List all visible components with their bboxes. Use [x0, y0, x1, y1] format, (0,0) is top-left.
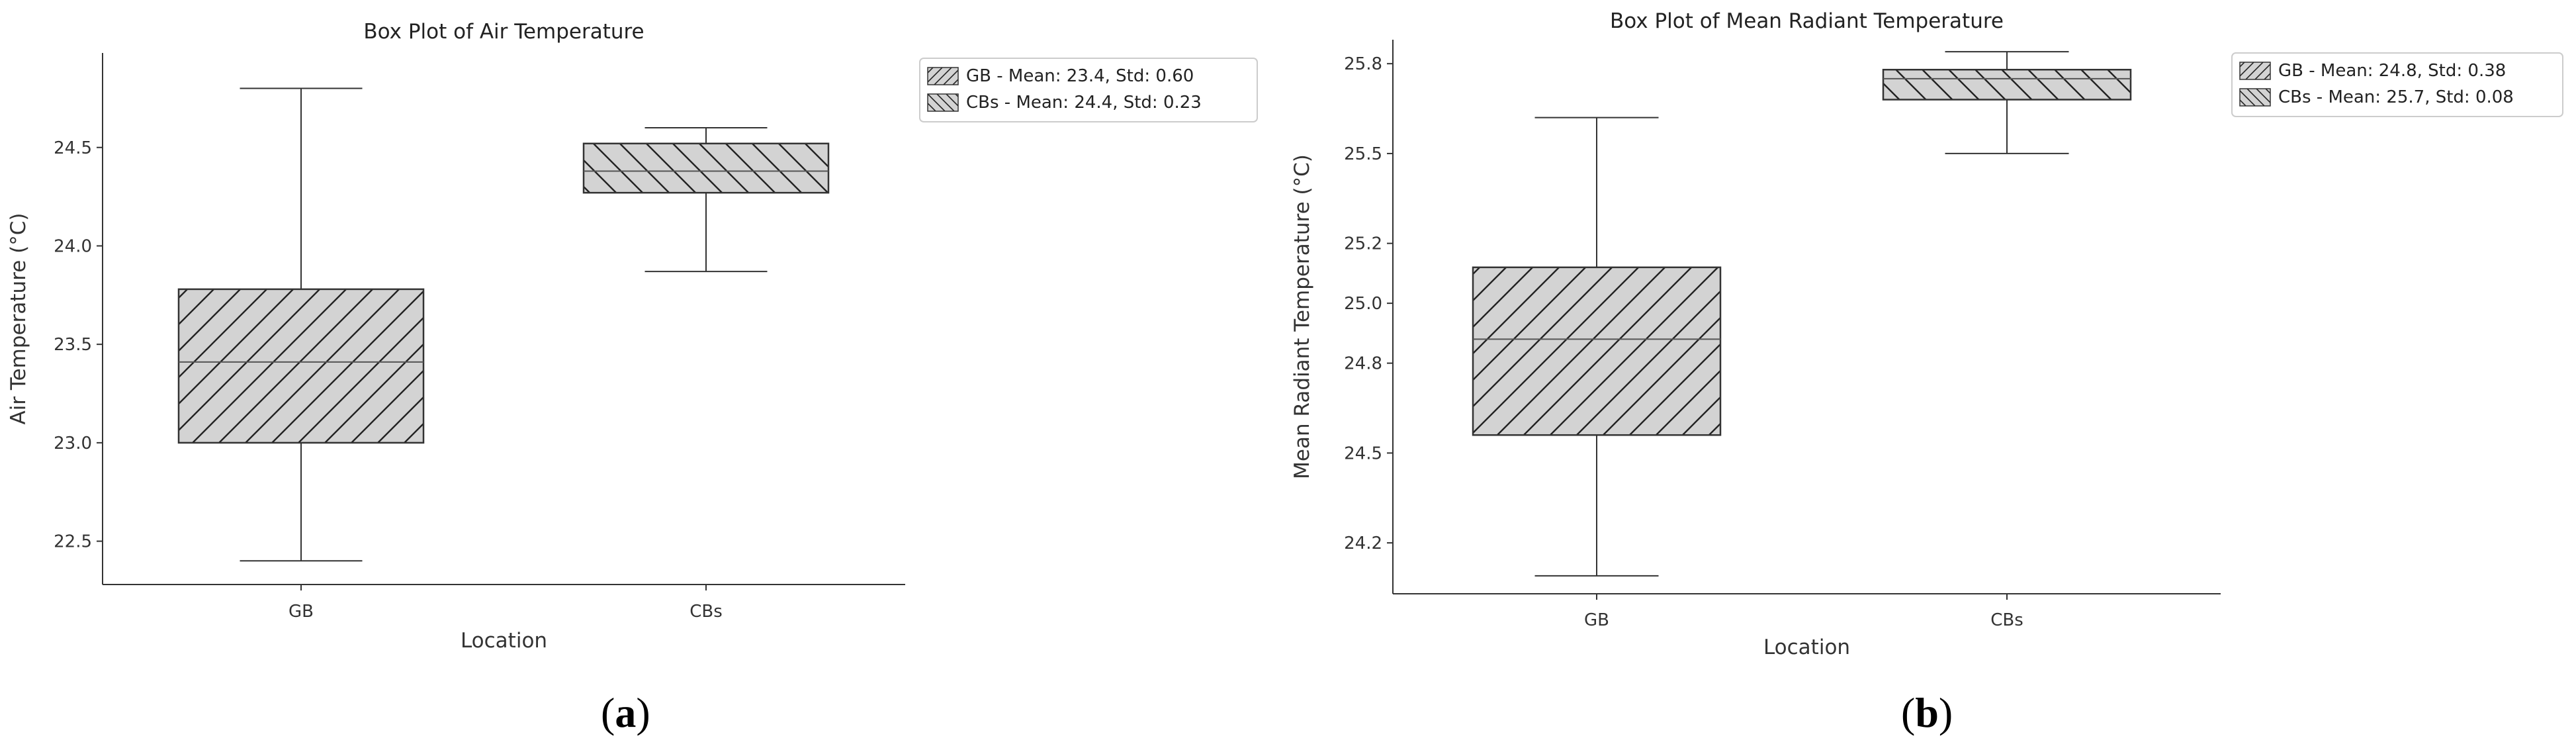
x-tick-label: GB	[289, 602, 314, 622]
legend-swatch	[927, 67, 959, 85]
legend-entry: GB - Mean: 24.8, Std: 0.38	[2278, 61, 2506, 81]
box-gb	[177, 87, 425, 562]
legend-swatch	[927, 93, 959, 112]
panel-caption-a: (a)	[601, 689, 650, 736]
iqr-box	[1472, 266, 1722, 436]
y-tick-label: 24.2	[1344, 534, 1382, 553]
y-tick-label: 24.0	[54, 236, 92, 256]
iqr-box	[177, 288, 425, 444]
chart-title: Box Plot of Air Temperature	[363, 20, 644, 44]
y-tick-label: 25.2	[1344, 234, 1382, 254]
y-tick-label: 24.5	[1344, 444, 1382, 463]
y-tick-label: 24.8	[1344, 354, 1382, 374]
y-tick-label: 25.8	[1344, 54, 1382, 74]
legend-frame	[2231, 52, 2563, 117]
chart-title: Box Plot of Mean Radiant Temperature	[1610, 9, 2004, 33]
legend-swatch	[2239, 88, 2271, 107]
legend-swatch	[2239, 62, 2271, 80]
legend-frame	[919, 58, 1258, 122]
x-axis-label: Location	[1763, 635, 1850, 659]
legend-entry: CBs - Mean: 24.4, Std: 0.23	[966, 93, 1202, 113]
legend: GB - Mean: 23.4, Std: 0.60 CBs - Mean: 24…	[919, 58, 1258, 122]
y-tick-label: 25.5	[1344, 144, 1382, 164]
y-tick-label: 23.0	[54, 434, 92, 453]
y-tick-label: 22.5	[54, 532, 92, 552]
x-tick-label: CBs	[1990, 610, 2023, 630]
panel-caption-b: (b)	[1901, 689, 1953, 736]
x-axis-label: Location	[461, 629, 547, 653]
chart-air-temperature: Box Plot of Air Temperature 22.5 23.0 23.5 2…	[7, 20, 1258, 653]
iqr-box	[582, 142, 830, 194]
legend-entry: GB - Mean: 23.4, Std: 0.60	[966, 66, 1194, 86]
legend: GB - Mean: 24.8, Std: 0.38 CBs - Mean: 25…	[2231, 52, 2563, 117]
y-tick-label: 23.5	[54, 335, 92, 355]
y-axis-label: Air Temperature (°C)	[7, 213, 30, 425]
y-axis-label: Mean Radiant Temperature (°C)	[1290, 154, 1314, 479]
box-cbs	[582, 127, 830, 273]
y-tick-label: 24.5	[54, 138, 92, 158]
box-cbs	[1882, 51, 2132, 154]
legend-entry: CBs - Mean: 25.7, Std: 0.08	[2278, 87, 2514, 107]
x-tick-label: CBs	[689, 602, 723, 622]
chart-mean-radiant-temperature: Box Plot of Mean Radiant Temperature 24.2…	[1290, 9, 2563, 659]
box-gb	[1472, 117, 1722, 577]
y-tick-label: 25.0	[1344, 294, 1382, 314]
iqr-box	[1882, 68, 2132, 101]
x-tick-label: GB	[1584, 610, 1609, 630]
